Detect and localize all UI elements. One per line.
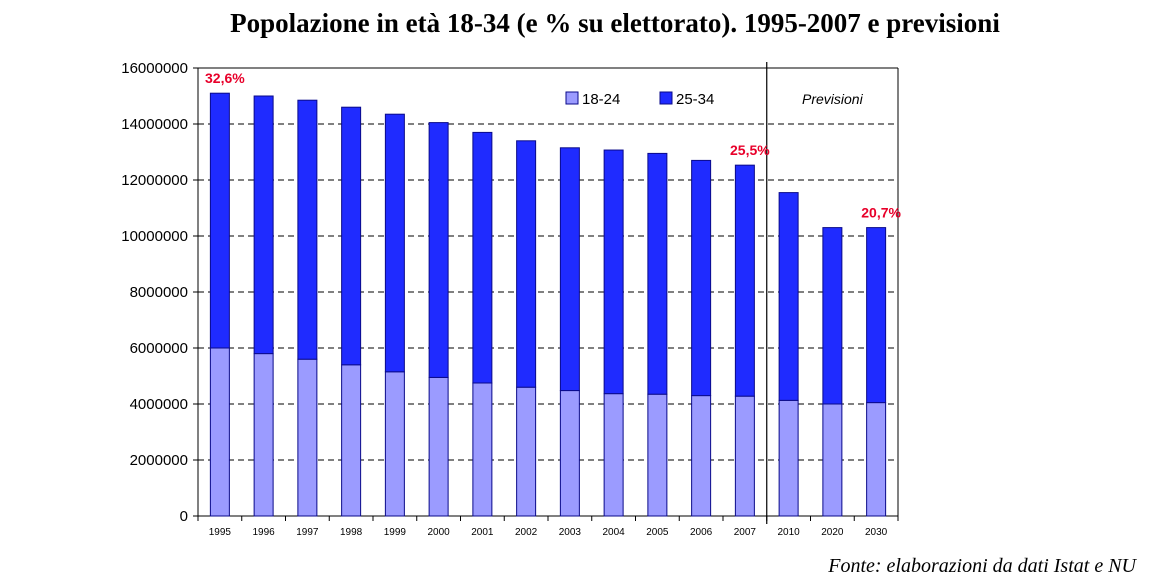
y-tick-label: 6000000 bbox=[130, 340, 188, 357]
x-tick-label: 2002 bbox=[515, 527, 538, 538]
y-tick-label: 14000000 bbox=[121, 116, 188, 133]
bar-18-24-2002 bbox=[516, 386, 537, 517]
bar-18-24-2000 bbox=[428, 376, 449, 517]
legend-label: 25-34 bbox=[676, 91, 714, 108]
bar-25-34-2004 bbox=[603, 149, 624, 395]
bar-18-24-1995 bbox=[209, 347, 230, 517]
bar-25-34-2005 bbox=[647, 152, 668, 395]
y-tick-label: 2000000 bbox=[130, 452, 188, 469]
x-tick-label: 2020 bbox=[821, 527, 844, 538]
bar-18-24-1998 bbox=[341, 364, 362, 517]
x-tick-label: 2003 bbox=[559, 527, 582, 538]
x-tick-label: 1995 bbox=[209, 527, 232, 538]
x-tick-label: 1998 bbox=[340, 527, 363, 538]
bar-25-34-2020 bbox=[822, 227, 843, 405]
bar-18-24-2003 bbox=[559, 390, 580, 517]
x-tick-label: 2004 bbox=[603, 527, 626, 538]
bar-25-34-1996 bbox=[253, 95, 274, 355]
annotation-label: 20,7% bbox=[861, 205, 901, 221]
y-tick-label: 0 bbox=[180, 508, 188, 525]
y-tick-label: 4000000 bbox=[130, 396, 188, 413]
bar-18-24-2005 bbox=[647, 393, 668, 517]
bar-25-34-2002 bbox=[516, 140, 537, 388]
legend-label: 18-24 bbox=[582, 91, 620, 108]
x-tick-label: 2010 bbox=[778, 527, 801, 538]
x-tick-label: 2030 bbox=[865, 527, 888, 538]
bar-18-24-2004 bbox=[603, 393, 624, 517]
y-tick-label: 12000000 bbox=[121, 172, 188, 189]
forecast-label: Previsioni bbox=[802, 91, 864, 107]
bar-18-24-2020 bbox=[822, 403, 843, 517]
bar-25-34-2006 bbox=[691, 159, 712, 397]
x-tick-label: 2001 bbox=[471, 527, 494, 538]
bar-25-34-2001 bbox=[472, 131, 493, 384]
x-tick-label: 2005 bbox=[646, 527, 669, 538]
legend-swatch-25-34 bbox=[659, 91, 673, 105]
bar-25-34-2030 bbox=[866, 227, 887, 404]
x-tick-label: 2000 bbox=[428, 527, 451, 538]
x-tick-label: 1997 bbox=[296, 527, 319, 538]
annotation-label: 32,6% bbox=[205, 70, 245, 86]
bar-18-24-2007 bbox=[734, 395, 755, 517]
bar-18-24-2006 bbox=[691, 395, 712, 517]
bar-25-34-1995 bbox=[209, 92, 230, 349]
bar-18-24-1999 bbox=[384, 371, 405, 517]
y-tick-label: 8000000 bbox=[130, 284, 188, 301]
bar-25-34-1999 bbox=[384, 113, 405, 373]
x-tick-label: 1996 bbox=[253, 527, 276, 538]
annotation-label: 25,5% bbox=[730, 142, 770, 158]
x-tick-label: 1999 bbox=[384, 527, 407, 538]
bar-25-34-1998 bbox=[341, 106, 362, 366]
y-tick-label: 16000000 bbox=[121, 60, 188, 77]
bar-25-34-2007 bbox=[734, 164, 755, 397]
x-tick-label: 2007 bbox=[734, 527, 757, 538]
bar-18-24-1997 bbox=[297, 358, 318, 517]
legend-swatch-18-24 bbox=[565, 91, 579, 105]
bar-18-24-1996 bbox=[253, 353, 274, 517]
bar-25-34-2010 bbox=[778, 192, 799, 401]
bar-25-34-2003 bbox=[559, 147, 580, 392]
x-tick-label: 2006 bbox=[690, 527, 713, 538]
chart-title: Popolazione in età 18-34 (e % su elettor… bbox=[230, 8, 1000, 38]
y-tick-label: 10000000 bbox=[121, 228, 188, 245]
bar-18-24-2001 bbox=[472, 382, 493, 517]
bar-18-24-2010 bbox=[778, 399, 799, 517]
bar-18-24-2030 bbox=[866, 402, 887, 517]
bar-25-34-2000 bbox=[428, 122, 449, 378]
source-note: Fonte: elaborazioni da dati Istat e NU bbox=[828, 555, 1136, 577]
bar-25-34-1997 bbox=[297, 99, 318, 360]
